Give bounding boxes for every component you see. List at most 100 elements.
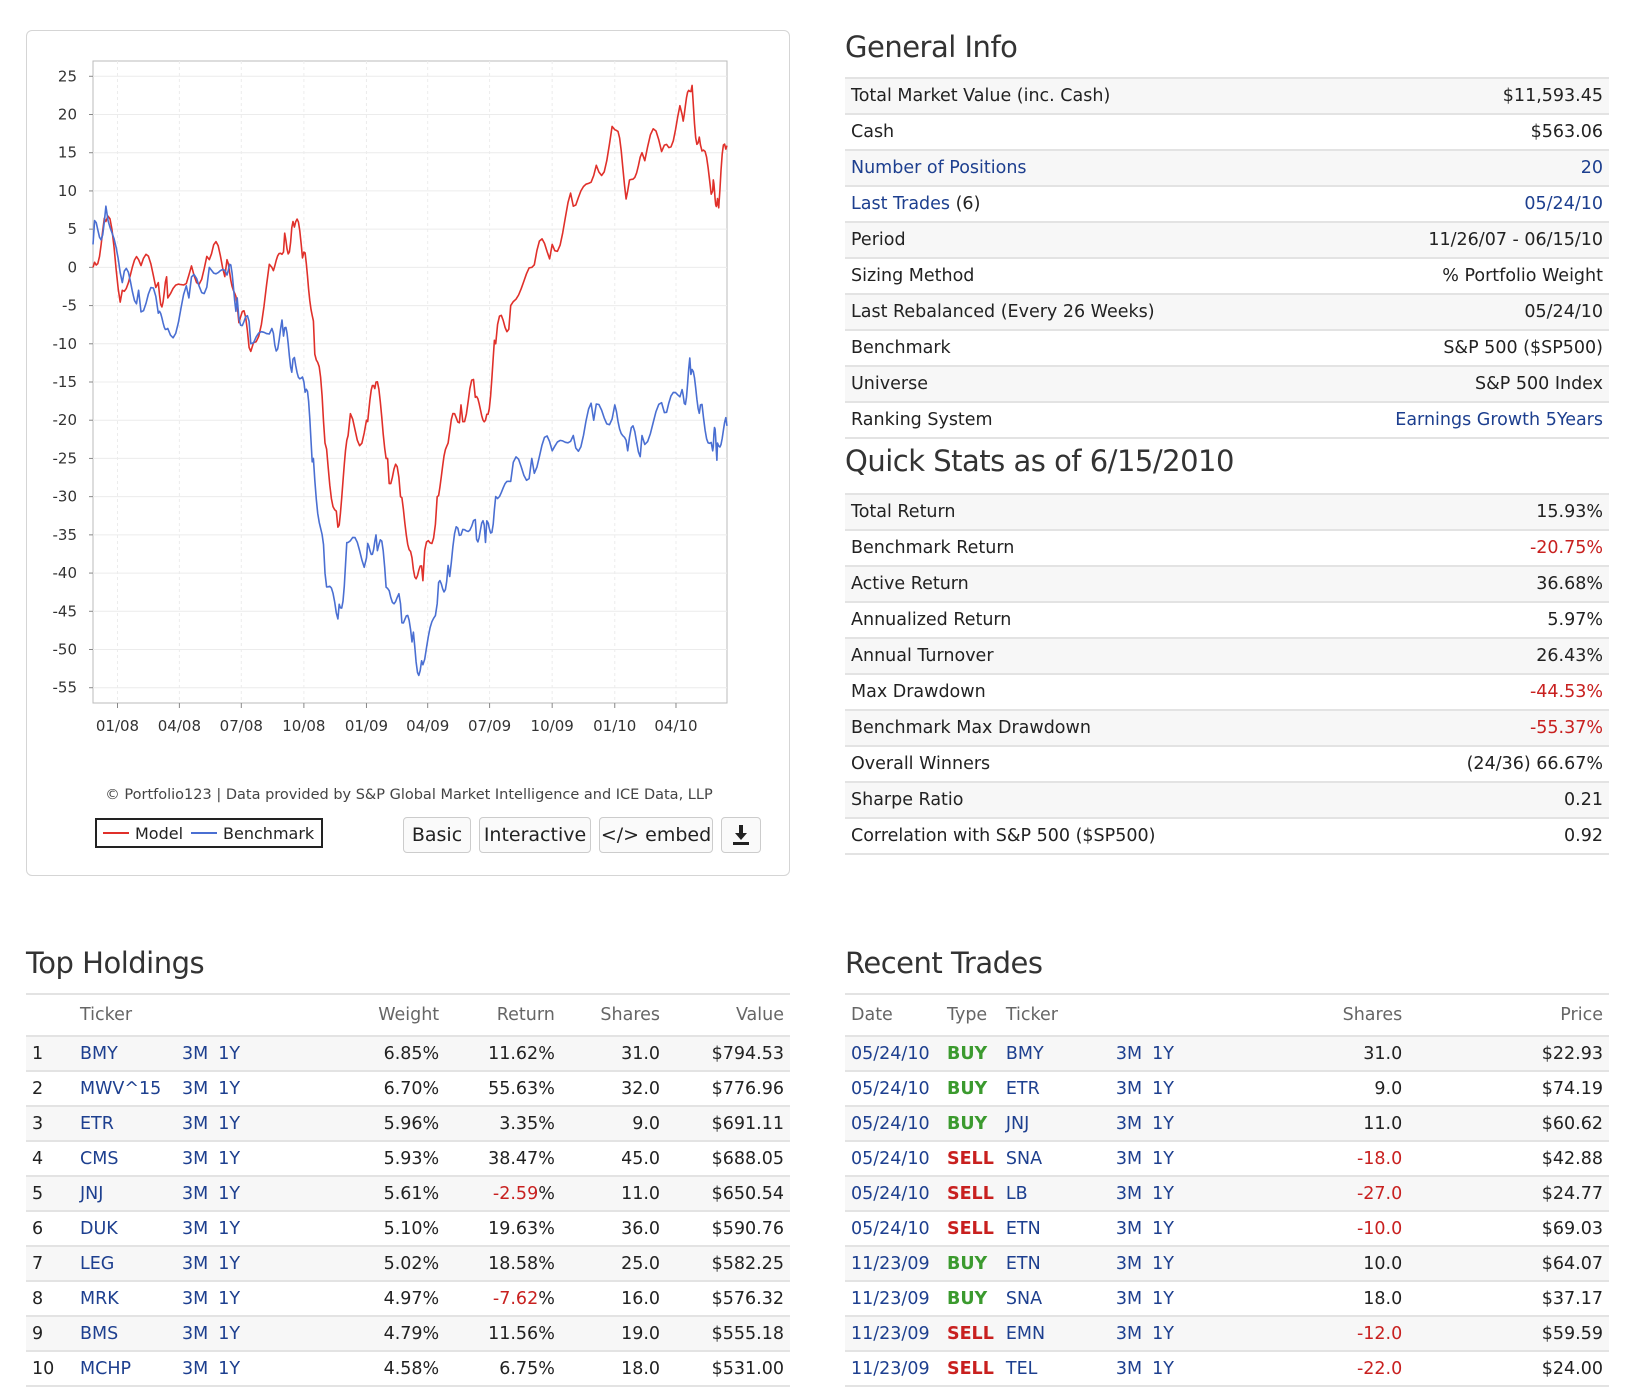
trade-shares: -12.0 xyxy=(1211,1316,1409,1352)
trades-header-type[interactable]: Type xyxy=(941,993,1000,1037)
legend-benchmark[interactable]: Benchmark xyxy=(191,824,314,843)
trade-ticker-link[interactable]: TEL xyxy=(1005,1358,1038,1379)
general-value[interactable]: 20 xyxy=(1580,158,1603,178)
holding-1y-link[interactable]: 1Y xyxy=(218,1288,241,1309)
holdings-header-return[interactable]: Return xyxy=(445,993,561,1037)
holding-3m-link[interactable]: 3M xyxy=(182,1358,209,1379)
trade-1y-link[interactable]: 1Y xyxy=(1152,1218,1174,1239)
trade-3m-link[interactable]: 3M xyxy=(1115,1358,1143,1379)
holding-ticker-link[interactable]: BMY xyxy=(80,1043,118,1064)
holding-3m-link[interactable]: 3M xyxy=(182,1078,209,1099)
trade-3m-link[interactable]: 3M xyxy=(1115,1113,1143,1134)
general-label[interactable]: Last Trades xyxy=(851,194,951,214)
holdings-header-shares[interactable]: Shares xyxy=(560,993,667,1037)
holding-ticker-link[interactable]: MRK xyxy=(80,1288,119,1309)
holding-1y-link[interactable]: 1Y xyxy=(218,1218,241,1239)
holding-1y-link[interactable]: 1Y xyxy=(218,1043,241,1064)
holding-ticker-link[interactable]: MCHP xyxy=(80,1358,132,1379)
trade-ticker-link[interactable]: ETN xyxy=(1005,1253,1041,1274)
holding-ticker-link[interactable]: DUK xyxy=(80,1218,118,1239)
holding-ticker-link[interactable]: LEG xyxy=(80,1253,115,1274)
trade-1y-link[interactable]: 1Y xyxy=(1152,1288,1174,1309)
trade-1y-link[interactable]: 1Y xyxy=(1152,1323,1174,1344)
holding-1y-link[interactable]: 1Y xyxy=(218,1358,241,1379)
holding-ticker-link[interactable]: BMS xyxy=(80,1323,119,1344)
trade-ticker-link[interactable]: JNJ xyxy=(1005,1113,1030,1134)
trade-date-link[interactable]: 11/23/09 xyxy=(845,1281,941,1317)
trade-date-link[interactable]: 05/24/10 xyxy=(845,1071,941,1107)
holdings-header-weight[interactable]: Weight xyxy=(338,993,446,1037)
trade-date-link[interactable]: 05/24/10 xyxy=(845,1141,941,1177)
trade-1y-link[interactable]: 1Y xyxy=(1152,1078,1174,1099)
trade-date-link[interactable]: 05/24/10 xyxy=(845,1176,941,1212)
trade-row: 05/24/10 SELL LB 3M 1Y -27.0 $24.77 xyxy=(845,1176,1609,1212)
general-row: Cash $563.06 xyxy=(845,114,1609,151)
trade-3m-link[interactable]: 3M xyxy=(1115,1218,1143,1239)
trade-date-link[interactable]: 11/23/09 xyxy=(845,1316,941,1352)
holding-3m-link[interactable]: 3M xyxy=(182,1113,209,1134)
trade-ticker-link[interactable]: ETR xyxy=(1005,1078,1040,1099)
trade-1y-link[interactable]: 1Y xyxy=(1152,1043,1174,1064)
trade-date-link[interactable]: 05/24/10 xyxy=(845,1036,941,1072)
download-button[interactable] xyxy=(721,817,761,853)
holding-3m-link[interactable]: 3M xyxy=(182,1043,209,1064)
holding-3m-link[interactable]: 3M xyxy=(182,1218,209,1239)
trade-3m-link[interactable]: 3M xyxy=(1115,1078,1143,1099)
trade-1y-link[interactable]: 1Y xyxy=(1152,1253,1174,1274)
holding-links-cell: 3M 1Y xyxy=(176,1176,338,1212)
trades-header-shares[interactable]: Shares xyxy=(1211,993,1409,1037)
holding-ticker-link[interactable]: JNJ xyxy=(80,1183,104,1204)
trade-ticker-link[interactable]: SNA xyxy=(1005,1288,1043,1309)
holding-3m-link[interactable]: 3M xyxy=(182,1288,209,1309)
trade-date-link[interactable]: 05/24/10 xyxy=(845,1211,941,1247)
holding-ticker-link[interactable]: CMS xyxy=(80,1148,119,1169)
trade-1y-link[interactable]: 1Y xyxy=(1152,1113,1174,1134)
trades-header-price[interactable]: Price xyxy=(1408,993,1609,1037)
trade-date-link[interactable]: 11/23/09 xyxy=(845,1246,941,1282)
holdings-header-ticker[interactable]: Ticker xyxy=(74,993,176,1037)
holding-3m-link[interactable]: 3M xyxy=(182,1148,209,1169)
trade-ticker-link[interactable]: LB xyxy=(1005,1183,1028,1204)
holding-1y-link[interactable]: 1Y xyxy=(218,1183,241,1204)
trade-ticker-link[interactable]: BMY xyxy=(1005,1043,1044,1064)
trades-header-date[interactable]: Date xyxy=(845,993,941,1037)
general-value[interactable]: 05/24/10 xyxy=(1524,194,1603,214)
trade-date-link[interactable]: 11/23/09 xyxy=(845,1351,941,1387)
trade-3m-link[interactable]: 3M xyxy=(1115,1148,1143,1169)
general-label[interactable]: Number of Positions xyxy=(851,158,1027,178)
trade-1y-link[interactable]: 1Y xyxy=(1152,1183,1174,1204)
legend-model[interactable]: Model xyxy=(103,824,183,843)
holding-1y-link[interactable]: 1Y xyxy=(218,1113,241,1134)
holding-1y-link[interactable]: 1Y xyxy=(218,1253,241,1274)
trade-ticker-link[interactable]: SNA xyxy=(1005,1148,1043,1169)
trade-3m-link[interactable]: 3M xyxy=(1115,1288,1143,1309)
trade-ticker-link[interactable]: EMN xyxy=(1005,1323,1046,1344)
trade-3m-link[interactable]: 3M xyxy=(1115,1043,1143,1064)
trades-header-ticker[interactable]: Ticker xyxy=(999,993,1110,1037)
trade-date-link[interactable]: 05/24/10 xyxy=(845,1106,941,1142)
trade-3m-link[interactable]: 3M xyxy=(1115,1253,1143,1274)
holding-1y-link[interactable]: 1Y xyxy=(218,1078,241,1099)
performance-chart[interactable]: 25 20 15 10 5 0 -5 -10 -15 -20 -25 -30 -35 -40 -45 -50 -… xyxy=(27,31,791,877)
trade-3m-link[interactable]: 3M xyxy=(1115,1323,1143,1344)
y-tick-label: 0 xyxy=(67,258,77,276)
holding-1y-link[interactable]: 1Y xyxy=(218,1148,241,1169)
holding-shares: 18.0 xyxy=(560,1351,667,1387)
holding-1y-link[interactable]: 1Y xyxy=(218,1323,241,1344)
trade-1y-link[interactable]: 1Y xyxy=(1152,1358,1174,1379)
trade-ticker-link[interactable]: ETN xyxy=(1005,1218,1041,1239)
trade-1y-link[interactable]: 1Y xyxy=(1152,1148,1174,1169)
holding-3m-link[interactable]: 3M xyxy=(182,1323,209,1344)
basic-button[interactable]: Basic xyxy=(403,817,471,853)
general-value[interactable]: Earnings Growth 5Years xyxy=(1395,410,1603,430)
trade-price: $22.93 xyxy=(1408,1036,1609,1072)
trade-3m-link[interactable]: 3M xyxy=(1115,1183,1143,1204)
holding-ticker-link[interactable]: MWV^15 xyxy=(80,1078,162,1099)
holding-3m-link[interactable]: 3M xyxy=(182,1253,209,1274)
holding-3m-link[interactable]: 3M xyxy=(182,1183,209,1204)
holdings-header-value[interactable]: Value xyxy=(666,993,790,1037)
holding-return-percent: % xyxy=(538,1183,555,1204)
embed-button[interactable]: </> embed xyxy=(599,817,713,853)
interactive-button[interactable]: Interactive xyxy=(479,817,591,853)
holding-ticker-link[interactable]: ETR xyxy=(80,1113,114,1134)
